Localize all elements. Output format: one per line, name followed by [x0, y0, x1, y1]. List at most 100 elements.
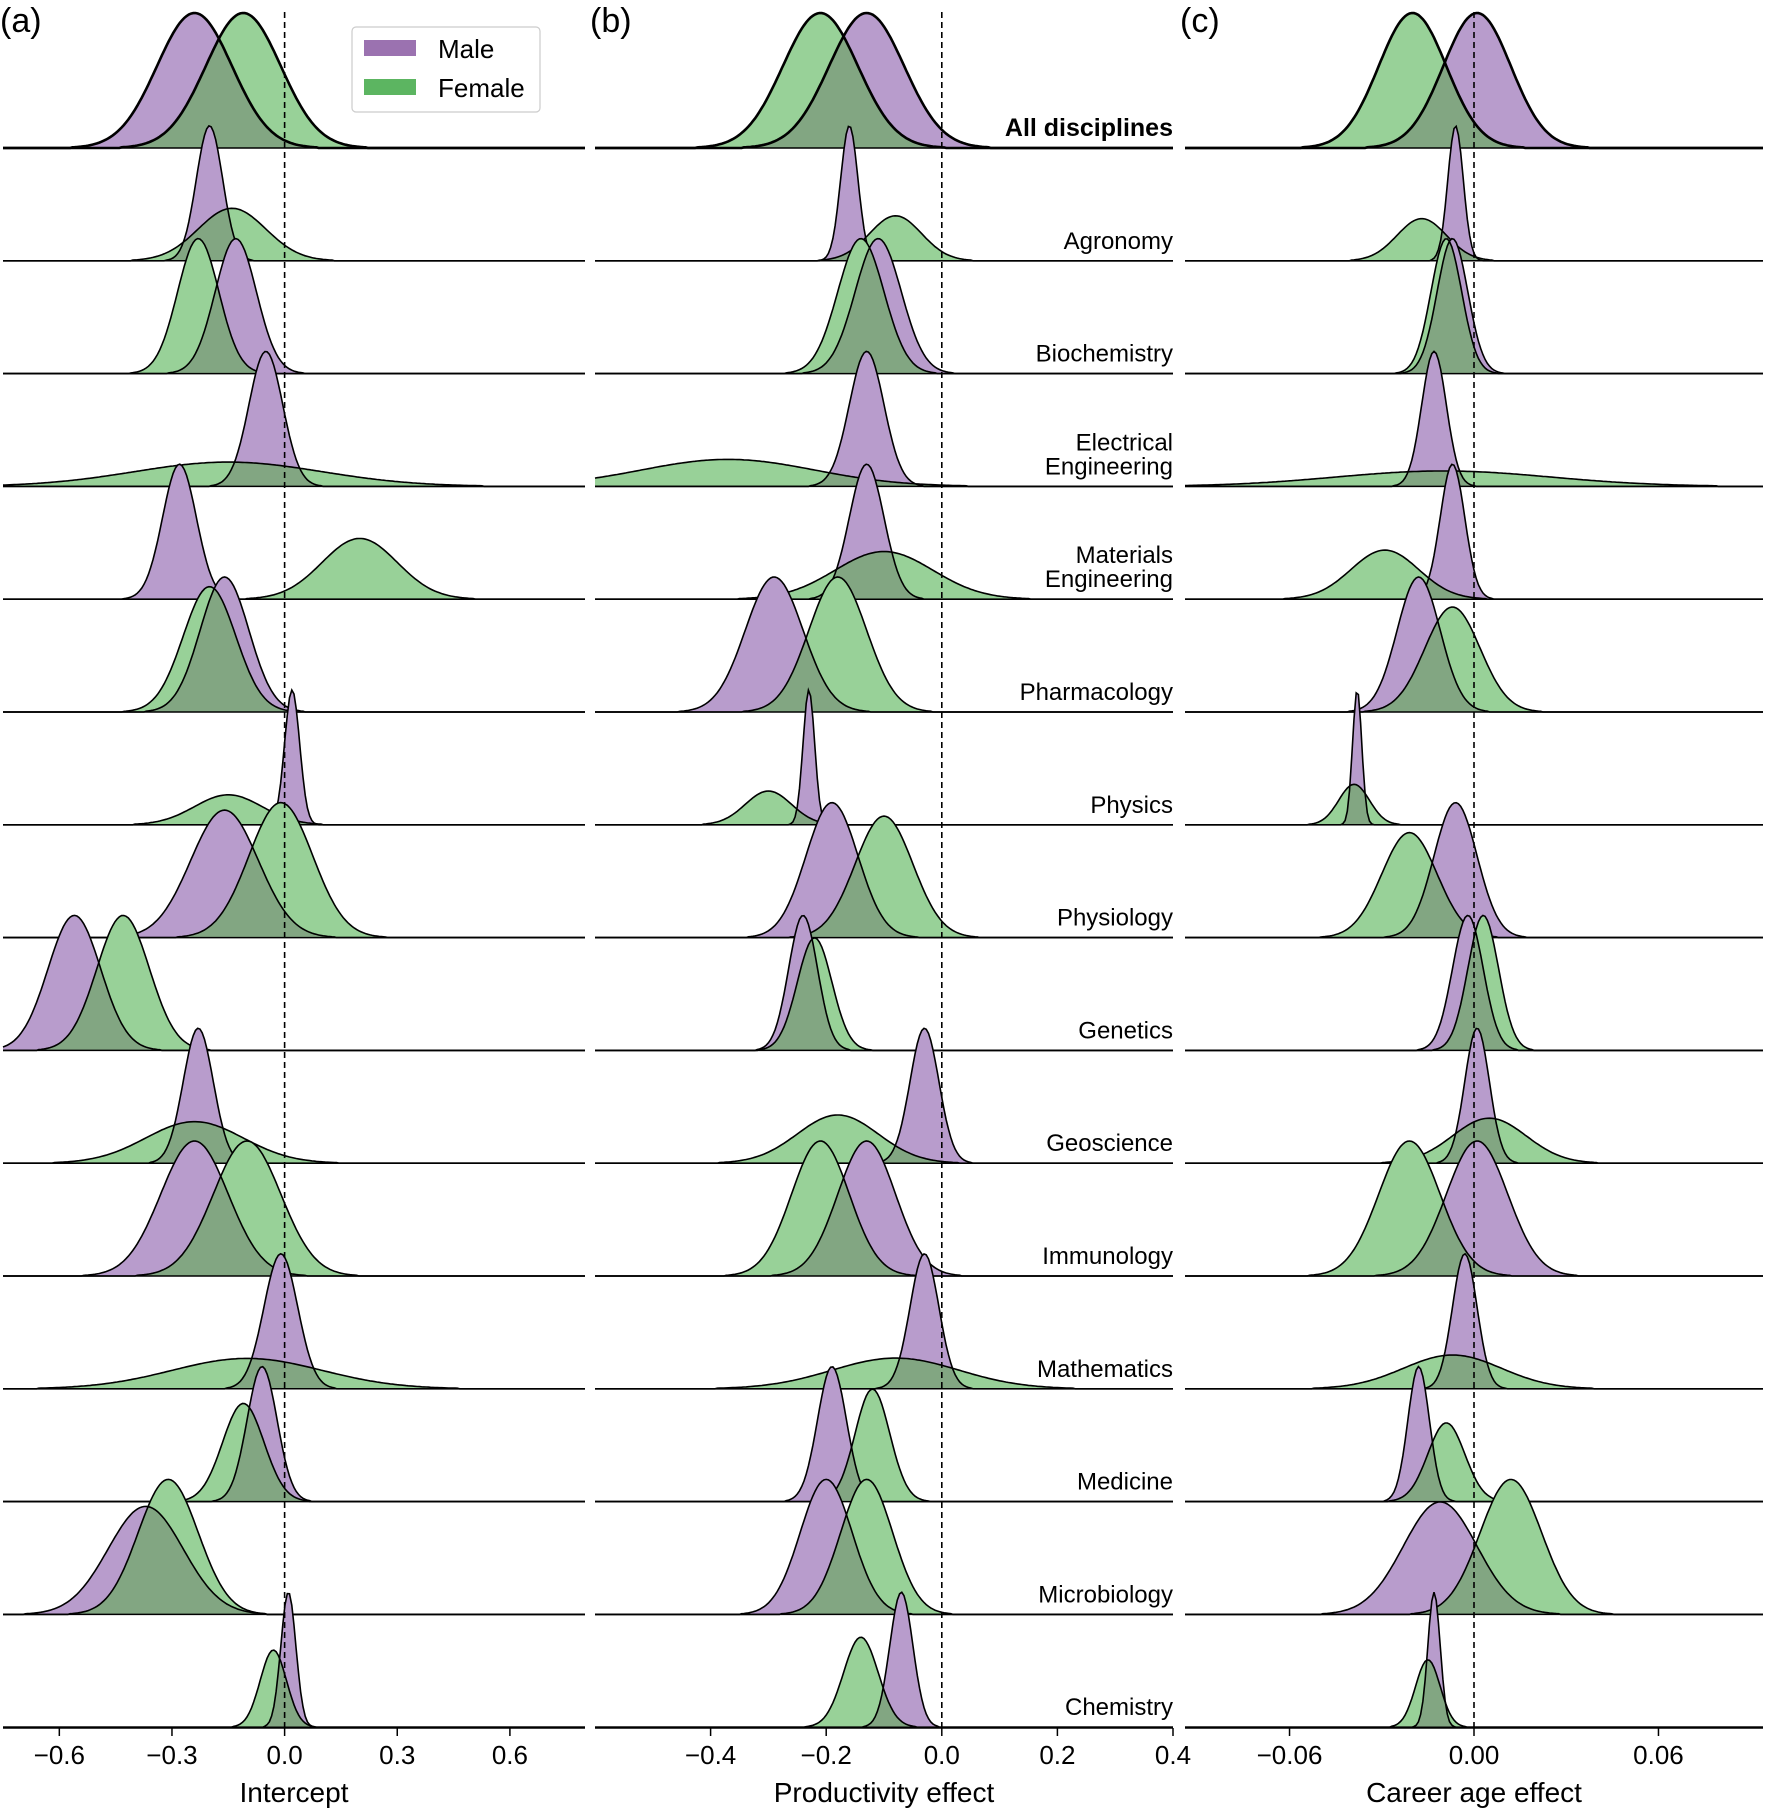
- overlap-density-area: [3, 1506, 585, 1615]
- ridge-row-13: [3, 1365, 585, 1503]
- female-density-area: [595, 1389, 1173, 1502]
- x-tick-label: 0.2: [1039, 1740, 1075, 1770]
- overlap-density-area: [3, 462, 585, 487]
- row-label-15: Chemistry: [1065, 1694, 1173, 1721]
- ridge-row-3: [595, 237, 1173, 375]
- x-tick-label: −0.4: [685, 1740, 736, 1770]
- ridge-row-14: [595, 1478, 1173, 1616]
- female-density-line: [3, 1120, 585, 1164]
- overlap-density-area: [3, 287, 585, 374]
- x-axis-title: Productivity effect: [774, 1777, 995, 1808]
- legend-swatch-male: [364, 40, 416, 56]
- male-density-area: [3, 1253, 585, 1389]
- panel-label: (b): [590, 2, 632, 40]
- x-tick-label: −0.2: [801, 1740, 852, 1770]
- female-density-area: [1185, 607, 1763, 712]
- row-labels: All disciplines Agronomy Biochemistry Elect…: [1005, 114, 1173, 1721]
- ridge-row-1: [3, 11, 585, 150]
- row-label-14: Microbiology: [1038, 1581, 1173, 1608]
- ridge-row-7: [3, 687, 585, 826]
- female-density-area: [3, 1141, 585, 1276]
- row-label-11: Immunology: [1042, 1243, 1173, 1270]
- female-density-area: [3, 208, 585, 261]
- x-tick-label: −0.6: [34, 1740, 85, 1770]
- row-label-12: Mathematics: [1037, 1356, 1173, 1383]
- ridge-row-2: [3, 124, 585, 262]
- female-density-line: [1185, 470, 1763, 488]
- legend-swatch-female: [364, 79, 416, 95]
- ridge-row-5: [3, 463, 585, 600]
- female-density-area: [595, 816, 1173, 938]
- x-tick-label: 0.3: [379, 1740, 415, 1770]
- overlap-density-area: [1185, 1544, 1763, 1615]
- row-label-4: Electrical: [1076, 429, 1173, 456]
- female-density-area: [3, 538, 585, 600]
- ridge-row-6: [595, 576, 1173, 713]
- row-label-10: Geoscience: [1046, 1130, 1173, 1157]
- overlap-density-area: [595, 551, 1173, 600]
- x-axis-title: Career age effect: [1366, 1777, 1582, 1808]
- x-axis-title: Intercept: [240, 1777, 349, 1808]
- female-density-area: [595, 1115, 1173, 1164]
- male-density-area: [1185, 13, 1763, 148]
- row-label-5: Materials: [1076, 542, 1173, 569]
- female-density-area: [3, 13, 585, 148]
- x-tick-label: 0.4: [1155, 1740, 1191, 1770]
- overlap-density-area: [595, 1690, 1173, 1728]
- female-density-area: [595, 577, 1173, 712]
- panel-1: −0.6 −0.3 0.0 0.3 0.6 Intercept (a): [0, 2, 585, 1808]
- male-density-area: [1185, 1253, 1763, 1389]
- ridge-row-9: [595, 914, 1173, 1052]
- male-density-area: [3, 1593, 585, 1728]
- ridge-row-11: [1185, 1140, 1763, 1277]
- female-density-area: [3, 802, 585, 938]
- female-density-area: [595, 215, 1173, 261]
- ridge-row-8: [595, 801, 1173, 939]
- overlap-density-area: [595, 473, 1173, 487]
- overlap-density-area: [595, 37, 1173, 148]
- row-label-6: Pharmacology: [1020, 679, 1173, 706]
- female-density-area: [3, 1121, 585, 1164]
- ridge-row-11: [3, 1140, 585, 1277]
- panel-label: (a): [0, 2, 42, 40]
- overlap-density-area: [595, 858, 1173, 938]
- female-density-area: [595, 1479, 1173, 1615]
- row-label-7: Physics: [1090, 792, 1173, 819]
- ridge-row-15: [3, 1592, 585, 1728]
- x-tick-label: 0.00: [1449, 1740, 1500, 1770]
- x-tick-label: 0.0: [267, 1740, 303, 1770]
- row-label-2: Agronomy: [1064, 228, 1173, 255]
- ridge-row-15: [595, 1591, 1173, 1728]
- ridge-row-12: [3, 1252, 585, 1390]
- male-density-area: [595, 13, 1173, 148]
- overlap-density-area: [3, 1358, 585, 1389]
- overlap-density-area: [3, 1121, 585, 1164]
- ridge-row-9: [2, 914, 585, 1052]
- ridge-row-5: [595, 463, 1173, 600]
- row-label-5: Engineering: [1045, 566, 1173, 593]
- ridge-row-8: [3, 801, 585, 939]
- male-density-area: [3, 690, 585, 825]
- female-density-area: [595, 459, 1173, 487]
- male-density-area: [3, 351, 585, 487]
- x-tick-label: −0.06: [1257, 1740, 1323, 1770]
- ridge-row-13: [595, 1366, 1173, 1503]
- legend: Male Female: [351, 26, 541, 113]
- ridge-row-1: [595, 11, 1173, 150]
- ridge-row-14: [3, 1478, 585, 1616]
- x-tick-label: 0.0: [924, 1740, 960, 1770]
- female-density-area: [595, 1358, 1173, 1389]
- overlap-density-area: [595, 250, 1173, 374]
- legend-label-male: Male: [438, 34, 494, 64]
- ridge-row-11: [595, 1140, 1173, 1277]
- panel-label: (c): [1180, 2, 1220, 40]
- male-density-area: [595, 1141, 1173, 1276]
- panel-2: −0.4 −0.2 0.0 0.2 0.4 Productivity effect (b): [590, 2, 1191, 1808]
- overlap-density-area: [1185, 63, 1763, 148]
- overlap-density-area: [1185, 1355, 1763, 1389]
- x-tick-label: 0.6: [492, 1740, 528, 1770]
- ridge-row-10: [3, 1027, 585, 1164]
- ridge-row-3: [3, 237, 585, 375]
- row-label-13: Medicine: [1077, 1469, 1173, 1496]
